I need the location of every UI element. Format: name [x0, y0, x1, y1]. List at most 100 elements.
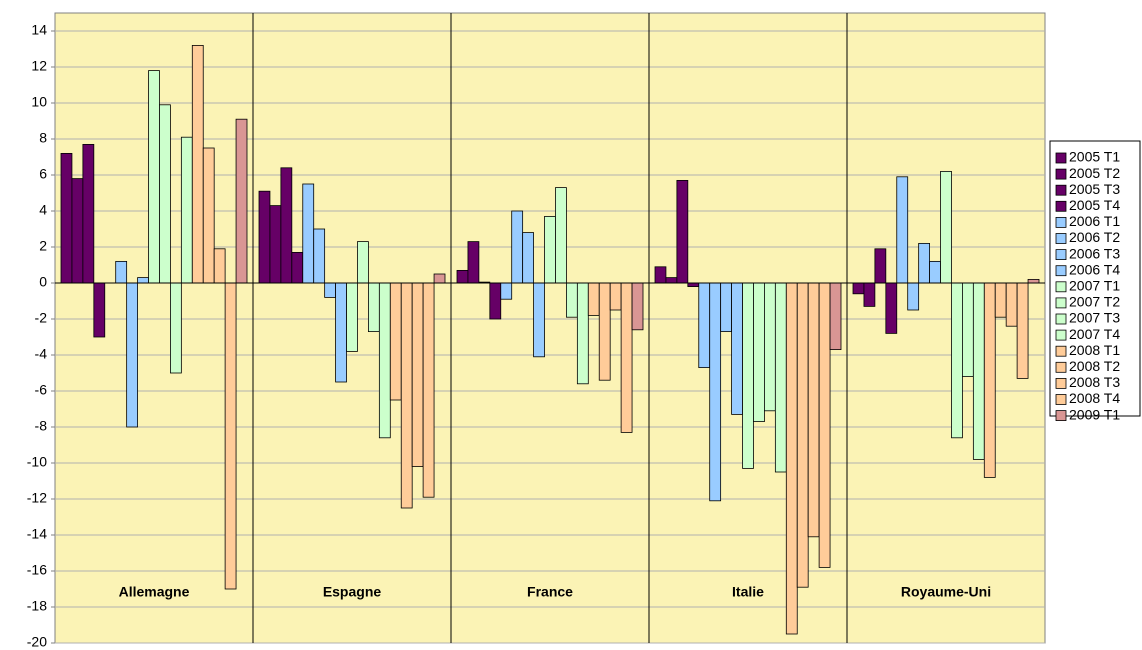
bar: [389, 282, 402, 401]
category-label: Espagne: [323, 584, 382, 600]
legend-swatch: [1055, 410, 1067, 422]
bar: [82, 143, 95, 284]
bar: [874, 248, 887, 284]
bar: [148, 70, 160, 284]
bar: [720, 282, 732, 332]
bar: [587, 282, 600, 316]
bar: [422, 282, 435, 498]
bar: [796, 282, 809, 588]
bar: [742, 282, 754, 469]
bar: [280, 167, 293, 284]
bar: [896, 176, 909, 284]
legend-label: 2009 T1: [1069, 406, 1120, 422]
y-tick-label: 8: [39, 130, 47, 146]
category-label: Allemagne: [119, 584, 190, 600]
legend-swatch: [1055, 345, 1067, 357]
bar: [829, 282, 842, 350]
y-tick-label: -18: [27, 598, 47, 614]
bar: [433, 273, 446, 284]
legend-swatch: [1055, 361, 1067, 373]
bar: [93, 282, 106, 338]
bar: [1027, 278, 1040, 284]
legend-swatch: [1055, 313, 1067, 325]
bar: [180, 136, 193, 284]
legend-swatch: [1055, 152, 1067, 164]
bar: [335, 282, 347, 383]
bar: [807, 282, 820, 538]
bar: [709, 282, 722, 502]
legend-swatch: [1055, 233, 1067, 244]
bar: [159, 104, 171, 284]
legend-swatch: [1055, 216, 1067, 228]
bar: [313, 228, 326, 284]
bar: [907, 282, 920, 311]
bar: [951, 282, 963, 439]
bar: [324, 282, 336, 298]
y-tick-label: -4: [35, 346, 48, 362]
bar: [764, 282, 776, 412]
bar: [863, 282, 876, 307]
y-tick-label: 6: [39, 166, 47, 182]
bar: [368, 282, 380, 332]
bar: [115, 260, 128, 284]
bar: [213, 248, 226, 284]
bar: [609, 282, 622, 311]
category-label: Italie: [732, 584, 764, 600]
y-tick-label: -8: [35, 418, 48, 434]
bar: [60, 152, 73, 284]
y-tick-label: 4: [39, 202, 47, 218]
legend-label: 2005 T2: [1069, 165, 1120, 181]
y-tick-label: -14: [27, 526, 47, 542]
y-tick-label: -6: [35, 382, 48, 398]
bar: [411, 282, 424, 468]
bar: [566, 282, 578, 318]
plot-area: [54, 12, 1046, 644]
legend-label: 2007 T4: [1069, 326, 1120, 342]
y-tick-label: -16: [27, 562, 47, 578]
bar: [598, 282, 611, 381]
y-tick-label: 12: [31, 58, 47, 74]
legend-label: 2005 T4: [1069, 197, 1120, 213]
category-label: Royaume-Uni: [901, 584, 991, 600]
bar: [929, 260, 941, 284]
bar: [302, 183, 315, 284]
legend-swatch: [1055, 168, 1067, 180]
bar: [962, 282, 974, 377]
bar: [940, 170, 952, 284]
legend-swatch: [1055, 249, 1067, 261]
legend-label: 2006 T1: [1069, 213, 1120, 229]
legend-label: 2006 T4: [1069, 261, 1120, 277]
bar: [500, 282, 513, 300]
legend-label: 2006 T2: [1069, 229, 1120, 245]
bar: [400, 282, 413, 509]
bar: [346, 282, 358, 352]
legend-swatch: [1055, 377, 1067, 389]
bar: [1016, 282, 1029, 379]
bar: [137, 277, 149, 284]
bar: [687, 282, 700, 287]
y-tick-label: 0: [39, 274, 47, 290]
bar: [522, 232, 534, 284]
bar: [731, 282, 743, 415]
bar: [170, 282, 182, 374]
bar: [885, 282, 898, 334]
legend-label: 2007 T1: [1069, 278, 1120, 294]
y-tick-label: -12: [27, 490, 47, 506]
bar: [489, 282, 502, 320]
bar: [972, 282, 985, 460]
legend-swatch: [1055, 184, 1067, 196]
legend-label: 2005 T1: [1069, 149, 1120, 165]
legend-label: 2008 T1: [1069, 342, 1120, 358]
y-tick-label: 2: [39, 238, 47, 254]
legend-label: 2006 T3: [1069, 245, 1120, 261]
bar: [258, 190, 271, 284]
bar: [676, 179, 689, 284]
legend-swatch: [1055, 394, 1067, 405]
legend-swatch: [1055, 281, 1067, 293]
legend-swatch: [1055, 200, 1067, 212]
bar: [918, 242, 930, 284]
bar: [456, 269, 469, 284]
bar: [631, 282, 644, 331]
bar: [620, 282, 633, 433]
legend-label: 2008 T3: [1069, 374, 1120, 390]
